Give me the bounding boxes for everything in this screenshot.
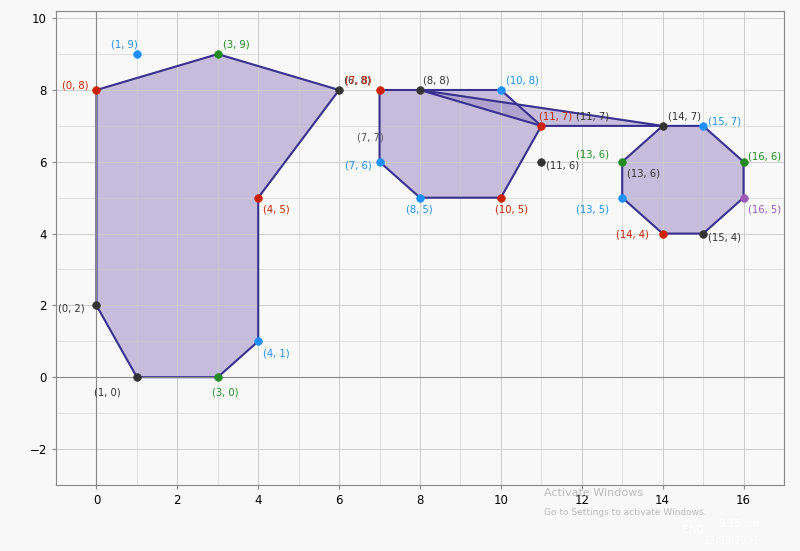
Text: ENG: ENG bbox=[683, 525, 704, 536]
Text: (7, 8): (7, 8) bbox=[345, 75, 372, 85]
Polygon shape bbox=[420, 90, 662, 126]
Text: (16, 6): (16, 6) bbox=[749, 152, 782, 162]
Text: (1, 9): (1, 9) bbox=[110, 40, 138, 50]
Polygon shape bbox=[622, 126, 743, 234]
Text: (4, 5): (4, 5) bbox=[263, 205, 290, 215]
Text: (11, 7): (11, 7) bbox=[539, 111, 573, 121]
Text: (3, 0): (3, 0) bbox=[212, 388, 238, 398]
Text: 9:15 pm: 9:15 pm bbox=[719, 519, 760, 529]
Text: (7, 7): (7, 7) bbox=[358, 133, 384, 143]
Text: (13, 6): (13, 6) bbox=[627, 169, 660, 179]
Text: (13, 5): (13, 5) bbox=[576, 205, 609, 215]
Text: (0, 8): (0, 8) bbox=[62, 80, 89, 90]
Text: Go to Settings to activate Windows.: Go to Settings to activate Windows. bbox=[544, 508, 706, 517]
Text: (15, 4): (15, 4) bbox=[708, 232, 741, 242]
Text: (11, 7): (11, 7) bbox=[576, 111, 609, 121]
Text: (4, 1): (4, 1) bbox=[263, 348, 290, 358]
Text: (1, 0): (1, 0) bbox=[94, 388, 121, 398]
Text: (10, 5): (10, 5) bbox=[495, 205, 528, 215]
Polygon shape bbox=[97, 54, 339, 377]
Text: (14, 7): (14, 7) bbox=[667, 111, 701, 121]
Polygon shape bbox=[379, 90, 542, 198]
Text: (8, 8): (8, 8) bbox=[423, 75, 450, 85]
Text: (16, 5): (16, 5) bbox=[749, 205, 782, 215]
Text: (13, 6): (13, 6) bbox=[576, 149, 609, 159]
Text: 12/09/2021: 12/09/2021 bbox=[704, 536, 760, 545]
Text: (15, 7): (15, 7) bbox=[708, 116, 741, 126]
Text: (7, 6): (7, 6) bbox=[345, 160, 372, 170]
Text: (6, 8): (6, 8) bbox=[344, 75, 370, 85]
Text: (8, 5): (8, 5) bbox=[406, 205, 433, 215]
Text: (11, 6): (11, 6) bbox=[546, 160, 579, 170]
Text: (0, 2): (0, 2) bbox=[58, 304, 85, 314]
Text: (14, 4): (14, 4) bbox=[616, 230, 649, 240]
Text: (10, 8): (10, 8) bbox=[506, 75, 538, 85]
Text: Activate Windows: Activate Windows bbox=[544, 488, 643, 498]
Text: (3, 9): (3, 9) bbox=[222, 40, 250, 50]
